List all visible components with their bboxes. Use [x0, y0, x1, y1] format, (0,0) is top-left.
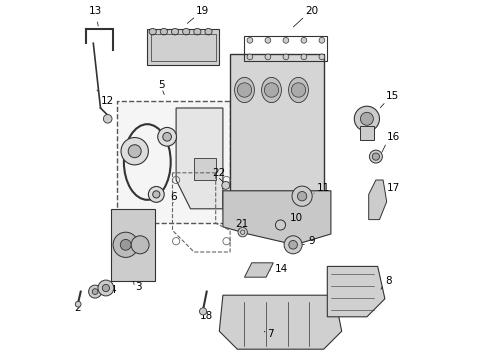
Circle shape: [284, 236, 302, 254]
Circle shape: [103, 114, 112, 123]
Circle shape: [368, 150, 382, 163]
Bar: [244, 36, 326, 61]
Text: 17: 17: [386, 183, 399, 193]
Ellipse shape: [149, 28, 156, 35]
Circle shape: [199, 308, 206, 315]
Ellipse shape: [288, 77, 308, 103]
Circle shape: [88, 285, 102, 298]
Circle shape: [246, 54, 252, 60]
Polygon shape: [219, 295, 341, 349]
Circle shape: [301, 54, 306, 60]
Circle shape: [301, 37, 306, 43]
Circle shape: [92, 289, 98, 294]
Ellipse shape: [160, 28, 167, 35]
Circle shape: [121, 138, 148, 165]
Bar: [147, 29, 219, 65]
Circle shape: [354, 106, 379, 131]
Polygon shape: [368, 180, 386, 220]
Text: 13: 13: [89, 6, 102, 26]
Text: 16: 16: [386, 132, 399, 143]
Text: 12: 12: [97, 90, 114, 107]
Ellipse shape: [182, 28, 189, 35]
Text: 11: 11: [316, 183, 329, 193]
Text: 6: 6: [170, 192, 177, 202]
Ellipse shape: [234, 77, 254, 103]
Ellipse shape: [193, 28, 201, 35]
Text: 2: 2: [75, 303, 81, 314]
Circle shape: [128, 145, 141, 158]
Text: 4: 4: [109, 285, 116, 296]
Text: 8: 8: [384, 276, 391, 287]
Circle shape: [113, 232, 138, 257]
Circle shape: [98, 280, 114, 296]
Circle shape: [222, 181, 229, 189]
Text: 10: 10: [289, 213, 302, 224]
Text: 18: 18: [199, 311, 212, 321]
Circle shape: [237, 83, 251, 97]
Circle shape: [288, 240, 297, 249]
Bar: [117, 101, 230, 223]
Polygon shape: [223, 191, 330, 245]
Circle shape: [238, 228, 247, 237]
Circle shape: [152, 191, 160, 198]
Circle shape: [264, 83, 278, 97]
Circle shape: [102, 284, 109, 292]
Text: 15: 15: [385, 91, 398, 101]
Circle shape: [158, 127, 176, 146]
Text: 22: 22: [212, 168, 225, 179]
Circle shape: [297, 192, 306, 201]
Circle shape: [283, 37, 288, 43]
Text: 20: 20: [305, 6, 318, 17]
Circle shape: [360, 112, 373, 125]
Text: 19: 19: [196, 6, 209, 17]
Text: 3: 3: [134, 282, 141, 292]
Bar: [194, 158, 215, 180]
Circle shape: [148, 186, 164, 202]
Circle shape: [264, 37, 270, 43]
Text: 7: 7: [266, 329, 273, 339]
Bar: [111, 209, 154, 281]
Polygon shape: [326, 266, 384, 317]
Circle shape: [291, 186, 311, 206]
Circle shape: [120, 239, 131, 250]
Circle shape: [291, 83, 305, 97]
Text: 21: 21: [235, 219, 248, 229]
Polygon shape: [176, 108, 223, 209]
Bar: [230, 54, 323, 191]
Circle shape: [163, 132, 171, 141]
Circle shape: [318, 37, 324, 43]
Circle shape: [318, 54, 324, 60]
Circle shape: [371, 153, 379, 160]
Ellipse shape: [171, 28, 178, 35]
Bar: [151, 34, 215, 61]
Circle shape: [283, 54, 288, 60]
Ellipse shape: [261, 77, 281, 103]
Bar: [359, 126, 373, 140]
Text: 14: 14: [275, 264, 288, 274]
Circle shape: [131, 236, 149, 254]
Circle shape: [75, 301, 81, 307]
Circle shape: [246, 37, 252, 43]
Ellipse shape: [204, 28, 212, 35]
Text: 5: 5: [158, 80, 164, 90]
Circle shape: [275, 220, 285, 230]
Text: 1: 1: [92, 289, 99, 299]
Circle shape: [264, 54, 270, 60]
Polygon shape: [244, 263, 273, 277]
Text: 9: 9: [308, 236, 315, 246]
